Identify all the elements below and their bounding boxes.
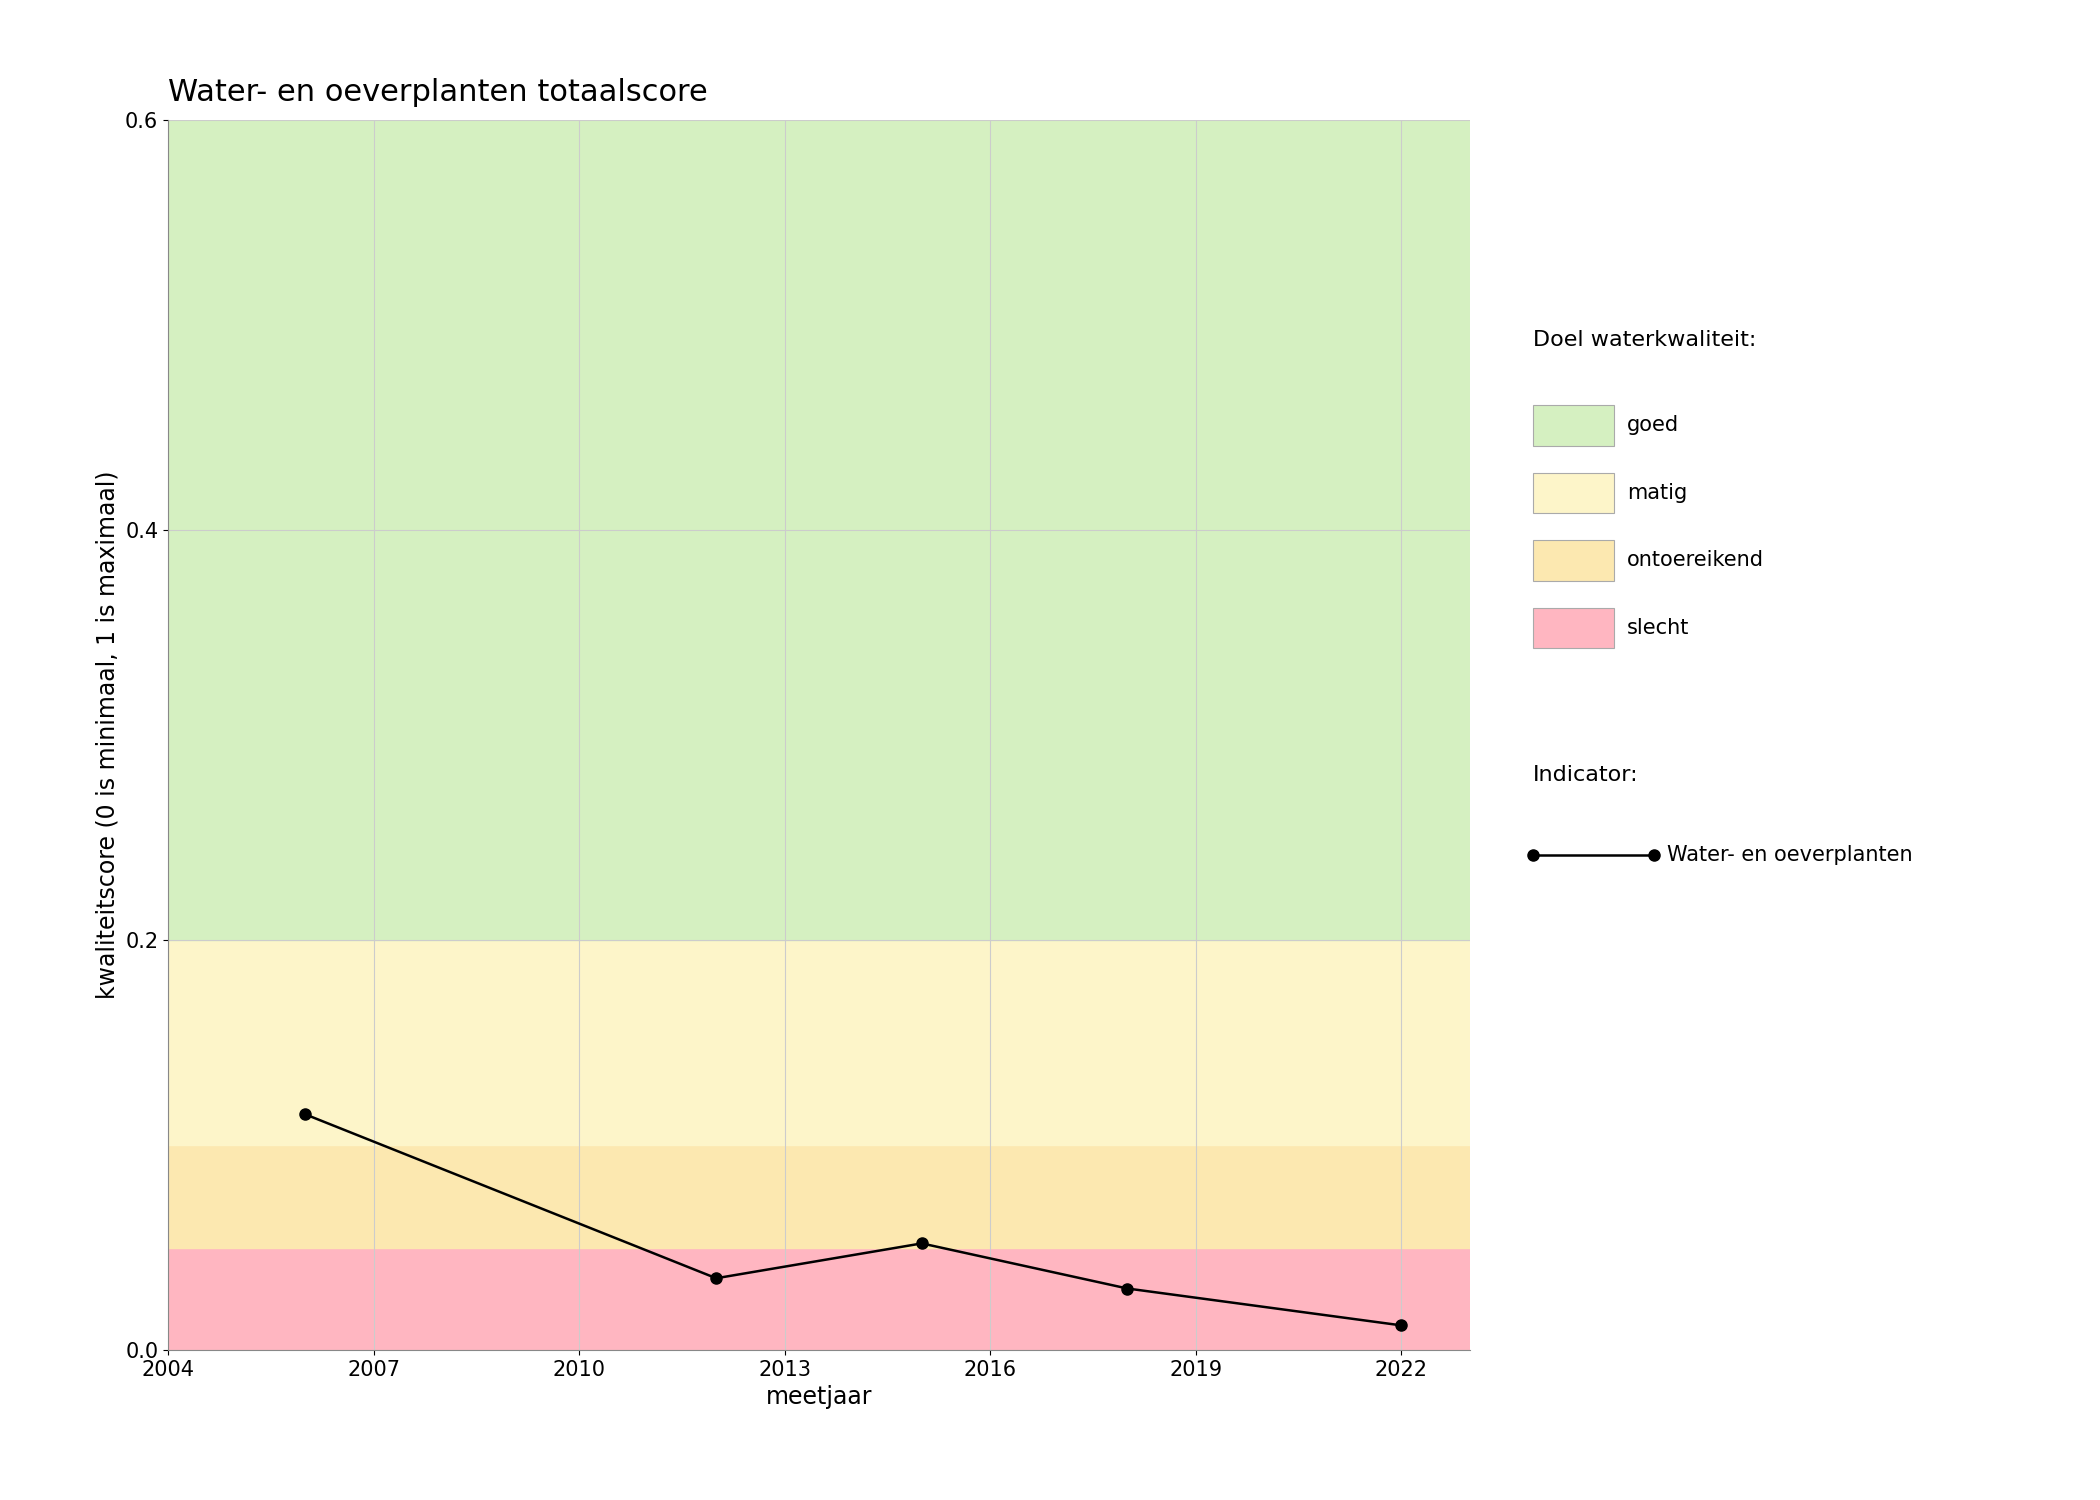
Text: Indicator:: Indicator: <box>1533 765 1638 784</box>
Text: matig: matig <box>1628 483 1686 502</box>
Y-axis label: kwaliteitscore (0 is minimaal, 1 is maximaal): kwaliteitscore (0 is minimaal, 1 is maxi… <box>94 471 120 999</box>
Bar <box>168 1248 1470 1350</box>
Text: Water- en oeverplanten totaalscore: Water- en oeverplanten totaalscore <box>168 78 708 106</box>
Text: Doel waterkwaliteit:: Doel waterkwaliteit: <box>1533 330 1756 350</box>
Text: ontoereikend: ontoereikend <box>1628 550 1764 570</box>
Text: Water- en oeverplanten: Water- en oeverplanten <box>1667 844 1913 865</box>
Text: slecht: slecht <box>1628 618 1690 638</box>
X-axis label: meetjaar: meetjaar <box>766 1386 872 1410</box>
Bar <box>168 1144 1470 1248</box>
Text: goed: goed <box>1628 416 1680 435</box>
Bar <box>168 120 1470 941</box>
Bar <box>168 940 1470 1144</box>
